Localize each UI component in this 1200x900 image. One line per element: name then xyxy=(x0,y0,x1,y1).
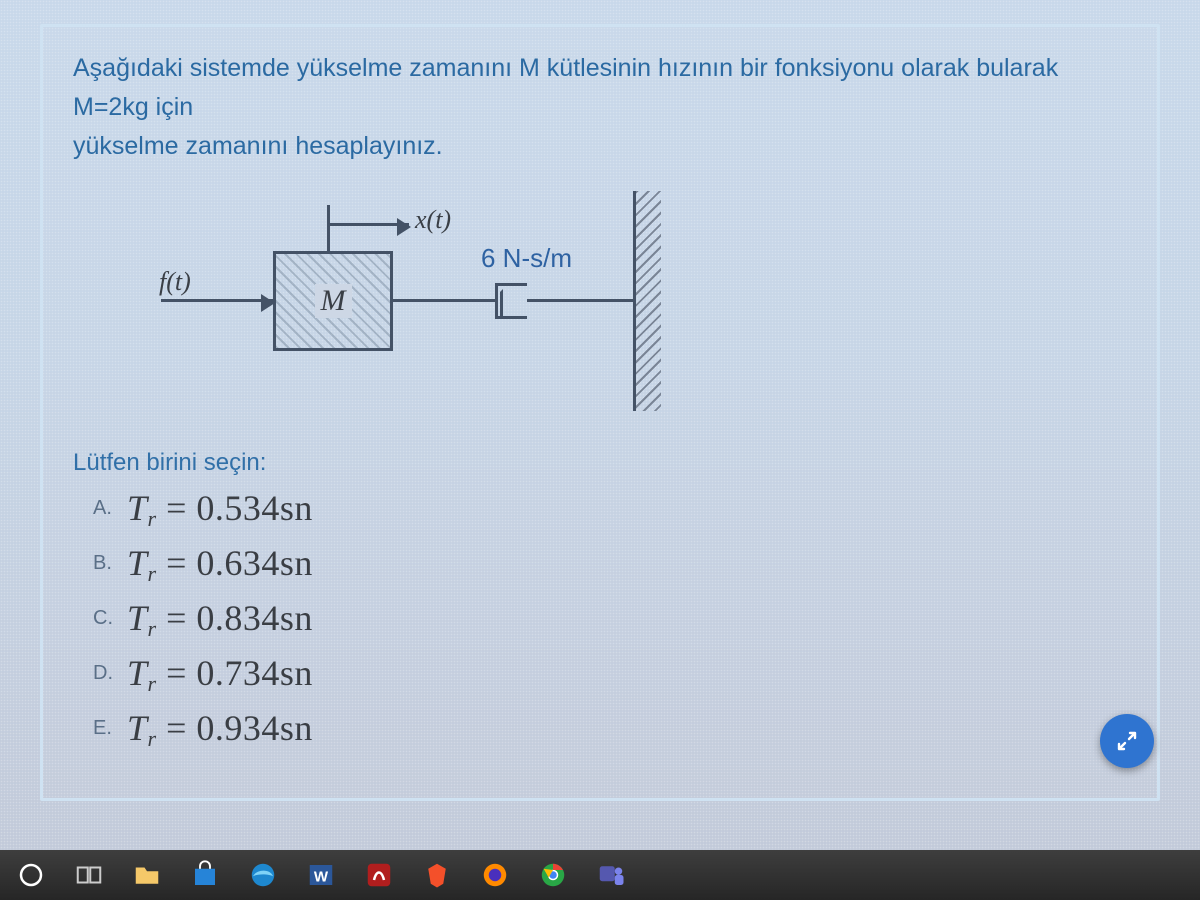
expand-icon xyxy=(1115,729,1139,753)
choice-sub: r xyxy=(148,561,157,586)
acrobat-icon[interactable] xyxy=(364,860,394,890)
choice-letter: A. xyxy=(93,497,127,520)
store-icon[interactable] xyxy=(190,860,220,890)
choice-option[interactable]: C. Tr = 0.834sn xyxy=(93,597,1127,642)
choice-option[interactable]: A. Tr = 0.534sn xyxy=(93,487,1127,532)
choice-value: 0.634sn xyxy=(196,543,313,583)
choice-letter: C. xyxy=(93,607,127,630)
choice-sub: r xyxy=(148,506,157,531)
choice-var: T xyxy=(127,708,148,748)
equals-sign: = xyxy=(166,543,196,583)
task-view-icon[interactable] xyxy=(74,860,104,890)
choices-header: Lütfen birini seçin: xyxy=(73,449,1127,477)
choice-equation: Tr = 0.734sn xyxy=(127,652,313,697)
cortana-search-icon[interactable] xyxy=(16,860,46,890)
choice-sub: r xyxy=(148,671,157,696)
choice-var: T xyxy=(127,598,148,638)
choice-list: A. Tr = 0.534sn B. Tr = 0.634sn C. Tr = … xyxy=(73,487,1127,752)
choice-value: 0.834sn xyxy=(196,598,313,638)
choice-equation: Tr = 0.534sn xyxy=(127,487,313,532)
choice-value: 0.534sn xyxy=(196,488,313,528)
mass-block: M xyxy=(273,251,393,351)
choice-var: T xyxy=(127,488,148,528)
damper-coefficient-label: 6 N-s/m xyxy=(481,243,572,274)
choice-equation: Tr = 0.834sn xyxy=(127,597,313,642)
taskbar: W xyxy=(0,850,1200,900)
firefox-icon[interactable] xyxy=(480,860,510,890)
question-card: Aşağıdaki sistemde yükselme zamanını M k… xyxy=(40,24,1160,801)
word-icon[interactable]: W xyxy=(306,860,336,890)
choice-value: 0.734sn xyxy=(196,653,313,693)
equals-sign: = xyxy=(166,708,196,748)
choice-option[interactable]: B. Tr = 0.634sn xyxy=(93,542,1127,587)
damper-shaft-right xyxy=(527,299,635,302)
choice-sub: r xyxy=(148,616,157,641)
file-explorer-icon[interactable] xyxy=(132,860,162,890)
teams-icon[interactable] xyxy=(596,860,626,890)
force-label: f(t) xyxy=(159,267,191,297)
choice-option[interactable]: D. Tr = 0.734sn xyxy=(93,652,1127,697)
choice-option[interactable]: E. Tr = 0.934sn xyxy=(93,707,1127,752)
choice-sub: r xyxy=(148,726,157,751)
choice-equation: Tr = 0.634sn xyxy=(127,542,313,587)
edge-browser-icon[interactable] xyxy=(248,860,278,890)
question-prompt: Aşağıdaki sistemde yükselme zamanını M k… xyxy=(73,49,1063,165)
damper-cylinder xyxy=(495,283,527,319)
choice-var: T xyxy=(127,543,148,583)
damper-shaft-left xyxy=(393,299,497,302)
choice-letter: D. xyxy=(93,662,127,685)
displacement-label: x(t) xyxy=(415,205,451,235)
x-arrow xyxy=(327,223,409,226)
choice-letter: B. xyxy=(93,552,127,575)
chrome-icon[interactable] xyxy=(538,860,568,890)
equals-sign: = xyxy=(166,598,196,638)
mass-label: M xyxy=(315,284,352,318)
system-diagram: f(t) x(t) M 6 N-s/m xyxy=(113,191,733,421)
svg-text:W: W xyxy=(314,868,329,885)
choice-letter: E. xyxy=(93,717,127,740)
fixed-wall xyxy=(633,191,661,411)
choice-equation: Tr = 0.934sn xyxy=(127,707,313,752)
x-axis-tick xyxy=(327,205,330,251)
expand-fab-button[interactable] xyxy=(1100,714,1154,768)
force-arrow xyxy=(161,299,273,302)
choice-var: T xyxy=(127,653,148,693)
prompt-line-1: Aşağıdaki sistemde yükselme zamanını M k… xyxy=(73,54,1058,121)
equals-sign: = xyxy=(166,488,196,528)
choice-value: 0.934sn xyxy=(196,708,313,748)
equals-sign: = xyxy=(166,653,196,693)
brave-browser-icon[interactable] xyxy=(422,860,452,890)
prompt-line-2: yükselme zamanını hesaplayınız. xyxy=(73,132,443,160)
